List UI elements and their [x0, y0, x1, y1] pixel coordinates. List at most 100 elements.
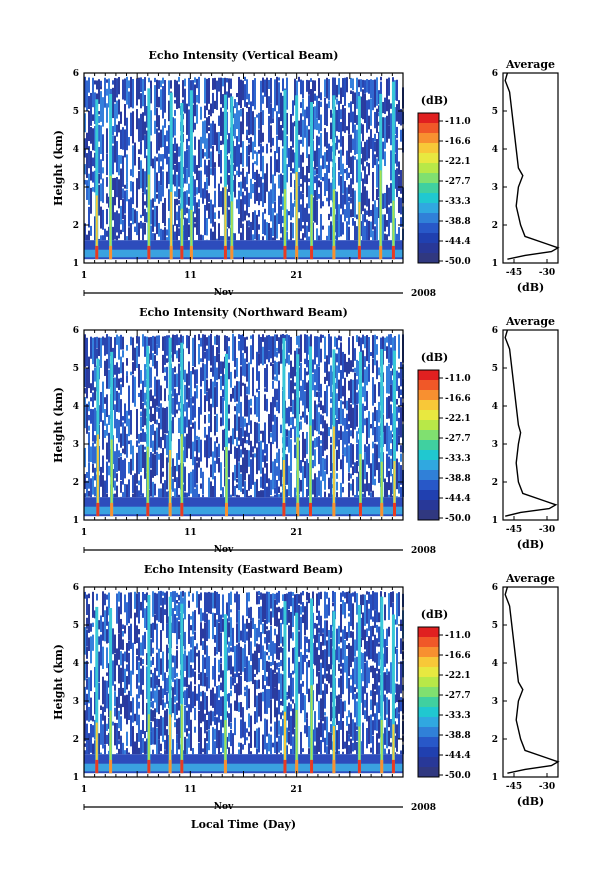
echo-cell: [374, 200, 376, 225]
echo-cell: [388, 125, 390, 139]
echo-cell: [338, 678, 340, 688]
echo-cell: [320, 132, 322, 159]
colorbar-label: -44.4: [445, 237, 471, 247]
echo-cell: [212, 204, 214, 227]
echo-cell: [104, 397, 106, 404]
echo-cell: [294, 382, 296, 387]
echo-cell: [84, 591, 86, 599]
echo-cell: [236, 170, 238, 176]
echo-cell: [274, 388, 276, 408]
echo-cell: [316, 593, 318, 613]
echo-cell: [290, 704, 292, 712]
echo-cell: [86, 337, 88, 367]
echo-cell: [396, 496, 398, 498]
echo-cell: [274, 643, 276, 654]
echo-cell: [350, 101, 352, 123]
echo-cell: [158, 453, 160, 460]
echo-cell: [98, 733, 100, 755]
echo-cell: [282, 148, 284, 174]
echo-cell: [258, 423, 260, 442]
echo-cell: [204, 426, 206, 438]
echo-cell: [102, 167, 104, 174]
echo-cell: [344, 447, 346, 457]
echo-cell: [272, 336, 274, 363]
echo-cell: [382, 117, 384, 139]
echo-cell: [298, 661, 300, 694]
echo-cell: [360, 192, 362, 215]
echo-cell: [276, 351, 278, 358]
echo-cell: [118, 687, 120, 708]
echo-cell: [216, 437, 218, 444]
echo-cell: [300, 334, 302, 362]
rain-column: [380, 349, 384, 517]
echo-cell: [320, 641, 322, 660]
echo-cell: [304, 461, 306, 479]
echo-cell: [94, 486, 96, 497]
echo-cell: [302, 431, 304, 463]
echo-cell: [328, 371, 330, 387]
echo-cell: [106, 672, 108, 676]
echo-cell: [186, 655, 188, 688]
echo-cell: [246, 363, 248, 382]
echo-cell: [130, 197, 132, 221]
echo-cell: [272, 208, 274, 237]
echo-cell: [378, 197, 380, 218]
echo-cell: [360, 79, 362, 92]
echo-cell: [286, 231, 288, 241]
echo-cell: [290, 591, 292, 607]
echo-cell: [256, 214, 258, 241]
rain-column-peak: [223, 759, 227, 774]
echo-cell: [124, 104, 126, 126]
echo-cell: [254, 711, 256, 725]
echo-cell: [400, 445, 402, 453]
echo-cell: [396, 406, 398, 422]
echo-cell: [238, 642, 240, 672]
echo-cell: [150, 721, 152, 732]
month-label: Nov: [214, 545, 234, 555]
echo-cell: [216, 238, 218, 241]
echo-cell: [100, 466, 102, 487]
echo-cell: [150, 225, 152, 241]
echo-cell: [184, 78, 186, 87]
echo-cell: [234, 233, 236, 241]
echo-cell: [146, 105, 148, 128]
echo-cell: [102, 336, 104, 346]
echo-cell: [124, 668, 126, 693]
echo-cell: [262, 645, 264, 671]
echo-cell: [218, 700, 220, 723]
rain-column-core: [295, 172, 298, 260]
echo-cell: [388, 699, 390, 728]
echo-cell: [350, 738, 352, 754]
average-y-tick-label: 3: [492, 440, 498, 450]
echo-cell: [178, 717, 180, 750]
average-y-tick-label: 3: [492, 183, 498, 193]
echo-cell: [184, 592, 186, 620]
rain-column-core: [283, 189, 286, 260]
echo-cell: [196, 462, 198, 484]
echo-cell: [368, 483, 370, 496]
echo-cell: [92, 476, 94, 495]
echo-cell: [280, 700, 282, 706]
echo-cell: [194, 488, 196, 498]
echo-cell: [290, 114, 292, 142]
echo-cell: [192, 469, 194, 498]
echo-cell: [124, 214, 126, 241]
echo-cell: [300, 606, 302, 615]
echo-cell: [286, 77, 288, 110]
echo-cell: [94, 367, 96, 382]
echo-cell: [112, 135, 114, 144]
echo-cell: [102, 97, 104, 127]
echo-cell: [340, 109, 342, 120]
echo-cell: [396, 593, 398, 625]
echo-cell: [190, 397, 192, 425]
echo-cell: [390, 404, 392, 426]
echo-cell: [156, 172, 158, 193]
echo-cell: [146, 702, 148, 733]
rain-column-core: [380, 720, 383, 774]
echo-cell: [322, 415, 324, 429]
echo-cell: [142, 720, 144, 735]
colorbar-swatch: [418, 153, 439, 164]
echo-cell: [88, 490, 90, 497]
echo-cell: [160, 590, 162, 606]
